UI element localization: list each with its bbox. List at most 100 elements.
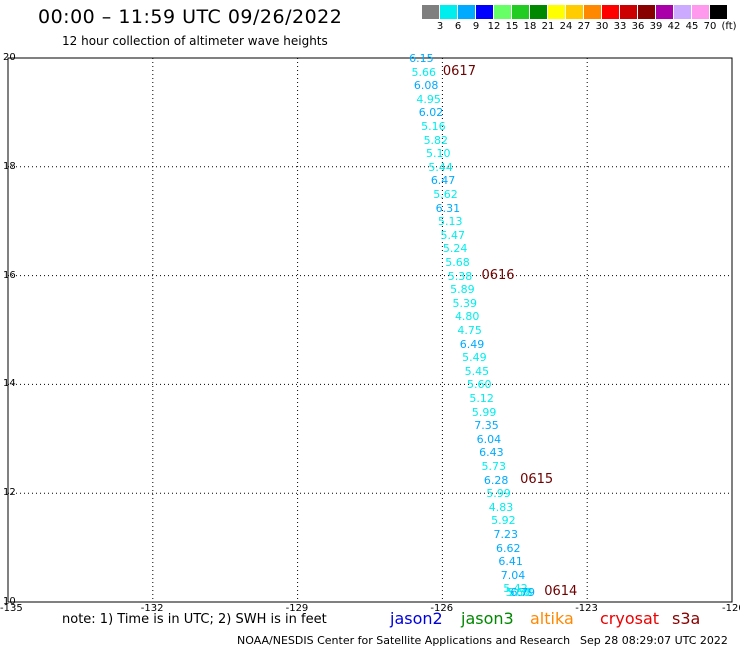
swh-value: 5.92: [491, 514, 516, 528]
latitude-label: 20: [3, 52, 16, 63]
longitude-label: -132: [140, 603, 164, 614]
legend-unit: (ft): [721, 21, 737, 32]
swh-value: 5.89: [450, 283, 475, 297]
swh-value: 7.23: [493, 528, 519, 541]
swh-value: 6.47: [430, 174, 456, 188]
swh-value: 6.15: [409, 52, 434, 65]
latitude-label: 18: [3, 160, 16, 172]
legend-swatch: [494, 5, 511, 19]
longitude-label: -123: [575, 603, 598, 614]
swh-value: 6.04: [476, 432, 502, 446]
longitude-label: -135: [0, 603, 23, 614]
pass-time-label: 0616: [481, 267, 515, 283]
legend-label: 30: [595, 21, 609, 32]
swh-value: 6.43: [479, 446, 504, 460]
legend-swatch: [602, 5, 619, 19]
pass-time-label: 0615: [520, 471, 554, 487]
legend-label: 27: [577, 21, 591, 32]
legend-swatch: [584, 5, 601, 19]
legend-label: 18: [523, 21, 537, 32]
satellite-cryosat-label: cryosat: [600, 609, 660, 628]
legend-swatch: [638, 5, 655, 19]
swh-value: 5.99: [471, 405, 497, 419]
swh-value: 5.24: [442, 242, 468, 256]
swh-value: 5.60: [505, 586, 531, 599]
legend-swatch: [656, 5, 673, 19]
swh-value: 7.35: [474, 419, 499, 433]
legend-swatch: [458, 5, 475, 19]
swh-value: 5.49: [462, 351, 487, 365]
swh-value: 4.95: [416, 92, 441, 106]
swh-value: 5.73: [481, 460, 506, 473]
legend-swatch: [710, 5, 727, 19]
swh-value: 5.39: [452, 296, 478, 310]
longitude-label: -126: [430, 603, 454, 614]
swh-value: 5.44: [428, 160, 453, 174]
swh-value: 5.42: [503, 582, 528, 596]
generation-timestamp: Sep 28 08:29:07 UTC 2022: [580, 634, 728, 647]
legend-swatch: [422, 5, 439, 19]
swh-value: 4.80: [454, 310, 480, 324]
legend-label: 6: [454, 21, 462, 32]
latitude-label: 14: [3, 378, 16, 390]
map-title: 00:00 – 11:59 UTC 09/26/2022: [38, 6, 343, 28]
legend-swatch: [674, 5, 691, 19]
legend-label: 3: [436, 21, 444, 32]
swh-value: 5.16: [421, 120, 446, 133]
swh-value: 7.04: [500, 568, 526, 582]
latitude-label: 10: [3, 596, 16, 607]
swh-value: 5.10: [425, 147, 451, 161]
swh-value: 4.83: [488, 500, 514, 514]
satellite-jason3-label: jason3: [461, 609, 514, 628]
swh-value: 5.66: [411, 65, 437, 79]
legend-swatch: [476, 5, 493, 19]
credit-line: NOAA/NESDIS Center for Satellite Applica…: [237, 634, 571, 647]
longitude-label: -120: [722, 603, 740, 614]
swh-value: 6.31: [435, 201, 461, 215]
swh-value: 5.60: [467, 378, 492, 392]
footer-note: note: 1) Time is in UTC; 2) SWH is in fe…: [62, 612, 327, 627]
latitude-label: 16: [3, 269, 16, 281]
legend-label: 36: [631, 21, 645, 32]
swh-value: 6.62: [495, 541, 521, 555]
swh-value: 6.28: [483, 473, 509, 487]
pass-time-label: 0617: [442, 63, 476, 79]
pass-time-label: 0614: [544, 584, 578, 599]
swh-value: 5.62: [433, 188, 458, 201]
legend-swatch: [620, 5, 637, 19]
legend-label: 42: [667, 21, 681, 32]
satellite-s3a-label: s3a: [672, 609, 701, 628]
latitude-label: 12: [3, 487, 16, 499]
swh-value: 5.12: [469, 392, 494, 405]
swh-value: 4.75: [457, 324, 482, 337]
swh-value: 6.41: [498, 555, 523, 569]
legend-label: 15: [505, 21, 519, 32]
longitude-label: -129: [285, 603, 309, 614]
swh-value: 6.49: [459, 337, 485, 351]
legend-label: 9: [472, 21, 480, 32]
swh-value: 5.82: [423, 133, 449, 147]
legend-label: 45: [685, 21, 699, 32]
legend-label: 12: [487, 21, 501, 32]
map-subtitle: 12 hour collection of altimeter wave hei…: [62, 34, 328, 48]
satellite-jason2-label: jason2: [390, 609, 443, 628]
map-frame: [7, 57, 733, 603]
legend-label: 70: [703, 21, 717, 32]
legend-label: 24: [559, 21, 573, 32]
swh-value: 6.02: [418, 106, 444, 120]
swh-value: 5.58: [508, 586, 533, 599]
swh-value: 5.47: [440, 228, 465, 242]
legend-swatch: [512, 5, 529, 19]
legend-label: 21: [541, 21, 555, 32]
swh-value: 5.38: [447, 269, 473, 283]
swh-value: 5.68: [445, 256, 470, 269]
legend-swatch: [440, 5, 457, 19]
satellite-altika-label: altika: [530, 609, 574, 628]
swh-value: 5.13: [438, 215, 463, 229]
swh-value: 5.99: [486, 487, 511, 501]
legend-swatch: [548, 5, 565, 19]
legend-swatch: [692, 5, 709, 19]
legend-label: 39: [649, 21, 663, 32]
legend-swatch: [566, 5, 583, 19]
